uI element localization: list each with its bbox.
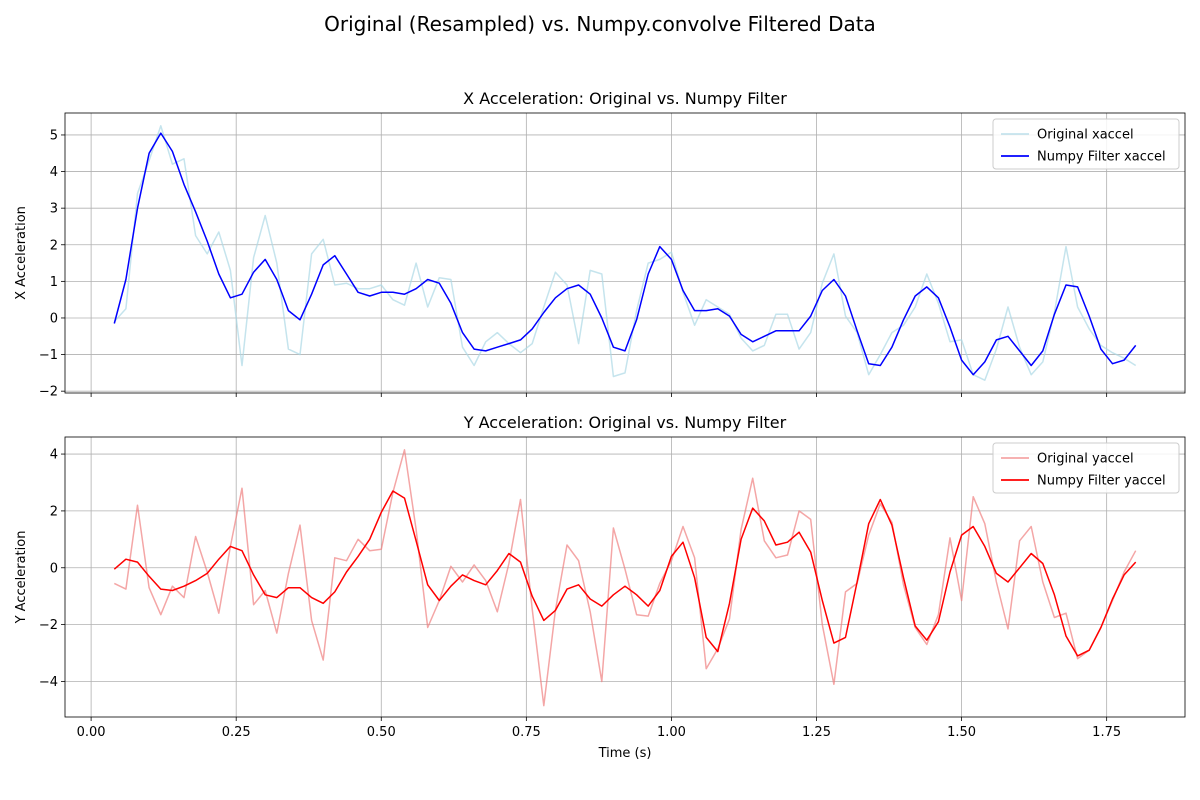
axes-frame: [64, 436, 1186, 718]
legend-label: Original yaccel: [1037, 452, 1134, 467]
legend-box: [992, 118, 1180, 170]
legend-box: [992, 442, 1180, 494]
legend-label: Numpy Filter yaccel: [1037, 474, 1166, 489]
x-tick-label: 1.50: [947, 725, 976, 740]
x-tick-label: 0.50: [367, 725, 396, 740]
y-acceleration-axes: 0.00 0.25 0.50 0.75 1.00 1.25 1.50 1.75 −4 −2 0 2 4 Y…: [14, 413, 1186, 761]
legend: Original xaccel Numpy Filter xaccel: [992, 118, 1180, 170]
y-tick-label: −1: [39, 348, 58, 363]
grid: [65, 113, 1185, 393]
y-tick-label: 3: [50, 202, 58, 217]
y-tick-label: 4: [50, 165, 58, 180]
axes-frame: [64, 112, 1186, 394]
y-axis-label: Y Acceleration: [14, 531, 29, 625]
figure-title: Original (Resampled) vs. Numpy.convolve …: [324, 12, 876, 36]
y-tick-label: −2: [39, 385, 58, 400]
x-acceleration-axes: −2 −1 0 1 2 3 4 5 X Acceleration: Original vs. N…: [14, 89, 1186, 400]
y-tick-label: 2: [50, 504, 58, 519]
series-line-numpy-filter-yaccel: [113, 490, 1137, 657]
axes-title: X Acceleration: Original vs. Numpy Filte…: [463, 89, 787, 108]
y-tick-label: 0: [50, 561, 58, 576]
series-line-numpy-filter-xaccel: [113, 132, 1137, 376]
y-axis-label: X Acceleration: [14, 206, 29, 300]
legend: Original yaccel Numpy Filter yaccel: [992, 442, 1180, 494]
x-tick-label: 0.25: [222, 725, 251, 740]
axes-title: Y Acceleration: Original vs. Numpy Filte…: [463, 413, 787, 432]
x-tick-label: 0.00: [77, 725, 106, 740]
legend-label: Numpy Filter xaccel: [1037, 150, 1166, 165]
y-tick-label: 1: [50, 275, 58, 290]
y-tick-label: 2: [50, 238, 58, 253]
x-axis-label: Time (s): [598, 746, 652, 761]
x-tick-label: 1.00: [657, 725, 686, 740]
series-line-original-yaccel: [113, 449, 1137, 707]
series-line-original-xaccel: [113, 125, 1137, 381]
y-tick-label: 5: [50, 128, 58, 143]
x-tick-label: 1.75: [1092, 725, 1121, 740]
y-tick-label: −2: [39, 618, 58, 633]
y-tick-label: 0: [50, 311, 58, 326]
legend-label: Original xaccel: [1037, 128, 1134, 143]
y-tick-label: 4: [50, 448, 58, 463]
x-tick-label: 0.75: [512, 725, 541, 740]
y-tick-label: −4: [39, 675, 58, 690]
x-tick-label: 1.25: [802, 725, 831, 740]
